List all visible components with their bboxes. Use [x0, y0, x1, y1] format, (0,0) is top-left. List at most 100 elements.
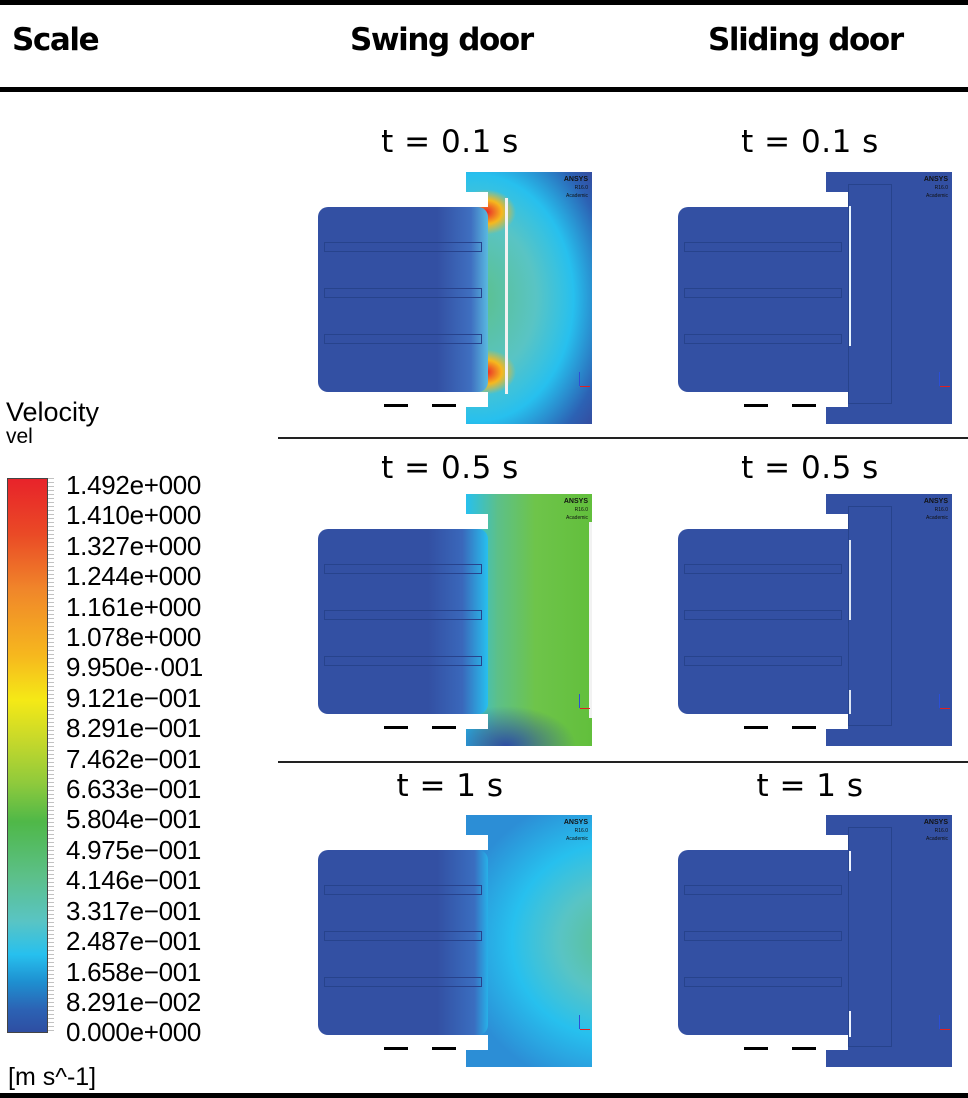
- axis-triad-icon: [940, 386, 950, 387]
- legend-value: 6.633e−001: [66, 774, 202, 805]
- door-gap: [849, 540, 851, 620]
- room-partition: [324, 288, 482, 298]
- legend-value: 1.327e+000: [66, 530, 202, 561]
- door-gap: [849, 690, 851, 714]
- legend-value: 2.487e−001: [66, 926, 202, 957]
- scale-bar: [432, 1047, 456, 1050]
- room-partition: [684, 977, 842, 987]
- door-leaf: [505, 198, 508, 394]
- door-leaf: [589, 522, 592, 718]
- room-domain: [318, 207, 488, 392]
- room-partition: [684, 564, 842, 574]
- legend-value: 1.244e+000: [66, 561, 202, 592]
- room-partition: [324, 242, 482, 252]
- wall-notch: [466, 1035, 488, 1050]
- scale-bar: [432, 726, 456, 729]
- legend-variable: vel: [6, 425, 33, 448]
- wall-notch: [826, 392, 848, 407]
- table-header-rule: [0, 87, 968, 92]
- door-gap: [849, 851, 851, 871]
- scale-bar: [384, 1047, 408, 1050]
- ansys-watermark: ANSYS R16.0 Academic: [923, 176, 948, 199]
- wall-notch: [826, 192, 848, 207]
- wall-notch: [826, 714, 848, 729]
- scale-bar: [792, 404, 816, 407]
- legend-unit: [m s^-1]: [8, 1063, 97, 1091]
- room-partition: [324, 564, 482, 574]
- scale-bar: [432, 404, 456, 407]
- time-label: t = 1 s: [756, 768, 864, 804]
- time-label: t = 1 s: [396, 768, 504, 804]
- wall-notch: [466, 392, 488, 407]
- room-domain: [678, 850, 848, 1035]
- legend-value: 1.658e−001: [66, 956, 202, 987]
- room-domain: [318, 850, 488, 1035]
- column-header-swing-door: Swing door: [350, 22, 534, 58]
- room-partition: [684, 334, 842, 344]
- legend-values: 1.492e+000 1.410e+000 1.327e+000 1.244e+…: [66, 470, 203, 1048]
- scale-bar: [792, 726, 816, 729]
- legend-value: 5.804e−001: [66, 804, 202, 835]
- scale-bar: [384, 404, 408, 407]
- ansys-watermark: ANSYS R16.0 Academic: [923, 819, 948, 842]
- wall-notch: [466, 835, 488, 850]
- legend-value: 8.291e−002: [66, 986, 202, 1017]
- axis-triad-icon: [579, 372, 580, 386]
- room-domain: [318, 529, 488, 714]
- swing-door-contour-t1: ANSYS R16.0 Academic: [302, 815, 592, 1067]
- room-partition: [324, 610, 482, 620]
- wall-notch: [826, 1035, 848, 1050]
- sliding-door-contour-t0.1: ANSYS R16.0 Academic: [662, 172, 952, 424]
- axis-triad-icon: [580, 1029, 590, 1030]
- axis-triad-icon: [580, 386, 590, 387]
- room-partition: [684, 242, 842, 252]
- room-partition: [684, 288, 842, 298]
- legend-value: 8.291e−001: [66, 713, 202, 744]
- room-partition: [324, 656, 482, 666]
- room-partition: [324, 931, 482, 941]
- scale-bar: [744, 404, 768, 407]
- legend-value: 4.975e−001: [66, 834, 202, 865]
- legend-value: 1.161e+000: [66, 591, 202, 622]
- scale-bar: [384, 726, 408, 729]
- legend-title: Velocity: [6, 397, 100, 427]
- legend-value: 1.492e+000: [66, 470, 202, 500]
- door-gap: [849, 1011, 851, 1037]
- sliding-door-contour-t1: ANSYS R16.0 Academic: [662, 815, 952, 1067]
- wall-notch: [466, 192, 488, 207]
- axis-triad-icon: [940, 708, 950, 709]
- legend-value: 9.121e−001: [66, 682, 202, 713]
- legend-value: 0.000e+000: [66, 1017, 202, 1048]
- legend-value: 4.146e−001: [66, 865, 202, 896]
- ansys-watermark: ANSYS R16.0 Academic: [563, 819, 588, 842]
- axis-triad-icon: [939, 1015, 940, 1029]
- wall-notch: [826, 835, 848, 850]
- column-header-scale: Scale: [12, 22, 100, 58]
- legend-value: 1.410e+000: [66, 500, 202, 531]
- swing-door-contour-t0.1: ANSYS R16.0 Academic: [302, 172, 592, 424]
- door-track: [848, 506, 892, 726]
- ansys-watermark: ANSYS R16.0 Academic: [563, 498, 588, 521]
- wall-notch: [466, 714, 488, 729]
- color-bar: [7, 478, 48, 1033]
- time-label: t = 0.5 s: [381, 450, 519, 486]
- door-track: [848, 184, 892, 404]
- door-gap: [849, 206, 851, 346]
- room-partition: [324, 885, 482, 895]
- color-bar-ticks: [48, 478, 54, 1031]
- room-partition: [324, 334, 482, 344]
- row-divider: [278, 761, 968, 763]
- time-label: t = 0.1 s: [741, 124, 879, 160]
- swing-door-contour-t0.5: ANSYS R16.0 Academic: [302, 494, 592, 746]
- scale-bar: [792, 1047, 816, 1050]
- axis-triad-icon: [579, 1015, 580, 1029]
- room-partition: [684, 656, 842, 666]
- sliding-door-contour-t0.5: ANSYS R16.0 Academic: [662, 494, 952, 746]
- row-divider: [278, 437, 968, 439]
- ansys-watermark: ANSYS R16.0 Academic: [923, 498, 948, 521]
- scale-bar: [744, 1047, 768, 1050]
- table-bottom-rule: [0, 1093, 968, 1098]
- room-domain: [678, 529, 848, 714]
- column-header-sliding-door: Sliding door: [708, 22, 904, 58]
- legend-value: 1.078e+000: [66, 622, 202, 653]
